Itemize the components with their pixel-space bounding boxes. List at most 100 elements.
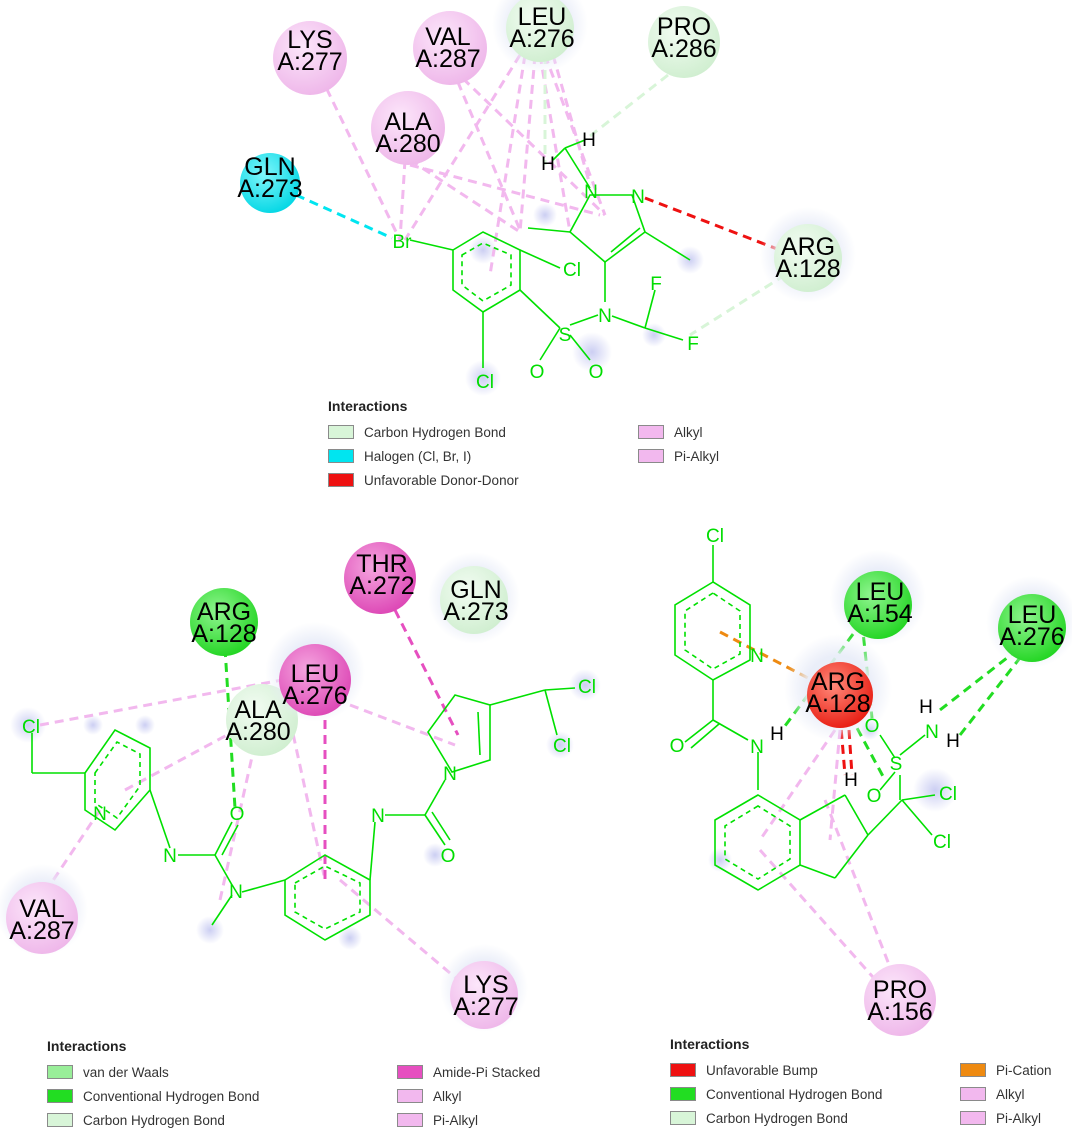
aromatic-ring — [724, 805, 791, 880]
atom-h: H — [919, 697, 933, 718]
halogen-line — [295, 193, 393, 240]
residue-id: A:280 — [375, 130, 440, 158]
residue-arg128[interactable]: ARG A:128 — [760, 207, 856, 303]
legend-item: Alkyl — [397, 1086, 577, 1106]
residue-thr272[interactable]: THR A:272 — [344, 542, 416, 614]
atom-h: H — [844, 770, 858, 791]
legend-bottom-left: Interactions van der Waals Amide-Pi Stac… — [47, 1038, 577, 1130]
residue-pro156[interactable]: PRO A:156 — [864, 964, 936, 1036]
residue-arg128[interactable]: ARG A:128 — [784, 634, 892, 742]
atom-labels: Cl N O N H O S O N H H H Cl Cl — [670, 526, 960, 853]
residue-leu276[interactable]: LEU A:276 — [492, 0, 588, 73]
legend-swatch — [328, 425, 354, 439]
legend-label: Halogen (Cl, Br, I) — [364, 448, 472, 464]
legend-item: Carbon Hydrogen Bond — [328, 422, 638, 442]
residue-disc — [864, 964, 936, 1036]
glow — [135, 715, 155, 735]
residue-ala280[interactable]: ALA A:280 — [371, 91, 445, 165]
bond — [409, 239, 454, 251]
pyrazole-ring — [568, 194, 646, 264]
residue-lys277[interactable]: LYS A:277 — [273, 21, 347, 95]
pi-alkyl-line — [288, 719, 327, 881]
residue-val287[interactable]: VAL A:287 — [0, 864, 88, 956]
residue-name: ALA — [234, 696, 282, 724]
residue-gln273[interactable]: GLN A:273 — [237, 153, 303, 213]
bond — [834, 834, 869, 879]
legend-item: Unfavorable Donor-Donor — [328, 470, 638, 490]
residue-lys277[interactable]: LYS A:277 — [440, 944, 528, 1032]
atom-cl: Cl — [553, 736, 571, 757]
residue-leu276[interactable]: LEU A:276 — [986, 576, 1072, 668]
bond — [901, 794, 936, 801]
bond — [544, 689, 558, 736]
residue-name: LEU — [856, 578, 905, 606]
atom-s: S — [890, 754, 903, 775]
interaction-lines — [38, 609, 471, 992]
bond — [527, 227, 571, 233]
legend-label: Amide-Pi Stacked — [433, 1064, 541, 1080]
atom-cl: Cl — [933, 832, 951, 853]
legend-item: Carbon Hydrogen Bond — [670, 1108, 960, 1128]
legend-swatch — [638, 425, 664, 439]
residue-leu154[interactable]: LEU A:154 — [830, 550, 926, 646]
legend-label: Carbon Hydrogen Bond — [83, 1112, 225, 1128]
residue-id: A:273 — [237, 175, 302, 203]
benzene-ring — [714, 794, 801, 891]
bond — [712, 719, 749, 741]
unfavorable-bump-line — [846, 714, 854, 776]
residue-id: A:128 — [775, 255, 840, 283]
legend-grid: Unfavorable Bump Pi-Cation Conventional … — [670, 1060, 1072, 1128]
panel-top: LYS A:277 VAL A:287 LEU A:276 PRO A:286 … — [237, 0, 856, 396]
ligand-bottom-right — [674, 545, 936, 891]
aromatic-ring — [94, 740, 141, 820]
residue-val287[interactable]: VAL A:287 — [413, 11, 487, 85]
legend-item: Carbon Hydrogen Bond — [47, 1110, 397, 1130]
atom-o: O — [670, 736, 685, 757]
atom-n: N — [750, 737, 764, 758]
bond — [644, 289, 656, 329]
residue-gln273[interactable]: GLN A:273 — [428, 552, 520, 644]
bond — [544, 687, 576, 691]
residue-disc — [648, 6, 720, 78]
residue-name: ARG — [811, 668, 865, 696]
residue-id: A:276 — [282, 682, 347, 710]
bond — [879, 734, 896, 759]
bond — [564, 139, 586, 149]
residue-leu276[interactable]: LEU A:276 — [265, 622, 365, 722]
bond — [684, 719, 714, 743]
residue-disc — [440, 566, 508, 634]
residue-disc — [371, 91, 445, 165]
glow — [10, 707, 46, 743]
glow — [465, 360, 501, 396]
bond — [867, 799, 903, 836]
alkyl-line — [823, 799, 897, 981]
legend-label: Conventional Hydrogen Bond — [83, 1088, 260, 1104]
bond — [901, 799, 933, 836]
residue-name: ALA — [384, 108, 432, 136]
residue-disc — [998, 594, 1066, 662]
residue-id: A:272 — [349, 572, 414, 600]
residue-disc — [344, 542, 416, 614]
atom-o: O — [865, 716, 880, 737]
residue-pro286[interactable]: PRO A:286 — [648, 6, 720, 78]
residue-disc — [190, 588, 258, 656]
bond — [552, 147, 566, 161]
alkyl-line — [518, 54, 537, 233]
legend-label: Pi-Alkyl — [996, 1110, 1042, 1126]
residue-disc — [6, 882, 78, 954]
residue-id: A:128 — [805, 690, 870, 718]
residue-arg128[interactable]: ARG A:128 — [190, 588, 258, 656]
legend-label: Pi-Cation — [996, 1062, 1052, 1078]
glow — [533, 203, 557, 227]
atom-h: H — [946, 731, 960, 752]
legend-item: Pi-Cation — [960, 1060, 1072, 1080]
atom-n: N — [631, 187, 645, 208]
residue-name: PRO — [873, 976, 927, 1004]
glow — [469, 236, 497, 264]
legend-swatch — [670, 1111, 696, 1125]
residue-id: A:287 — [415, 45, 480, 73]
atom-labels: Cl Cl Cl N N O N N O N — [22, 677, 596, 903]
atom-o: O — [589, 362, 604, 383]
glow — [572, 332, 612, 372]
